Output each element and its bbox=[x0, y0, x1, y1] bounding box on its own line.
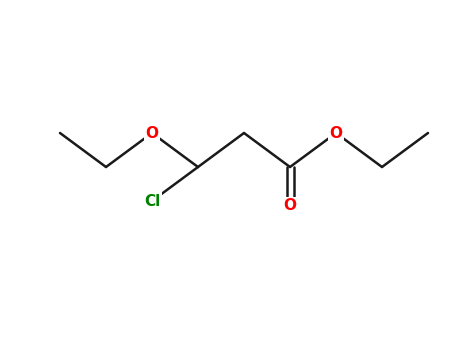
Text: O: O bbox=[283, 198, 297, 214]
Text: Cl: Cl bbox=[144, 194, 160, 209]
Text: O: O bbox=[329, 126, 343, 140]
Text: O: O bbox=[146, 126, 158, 140]
